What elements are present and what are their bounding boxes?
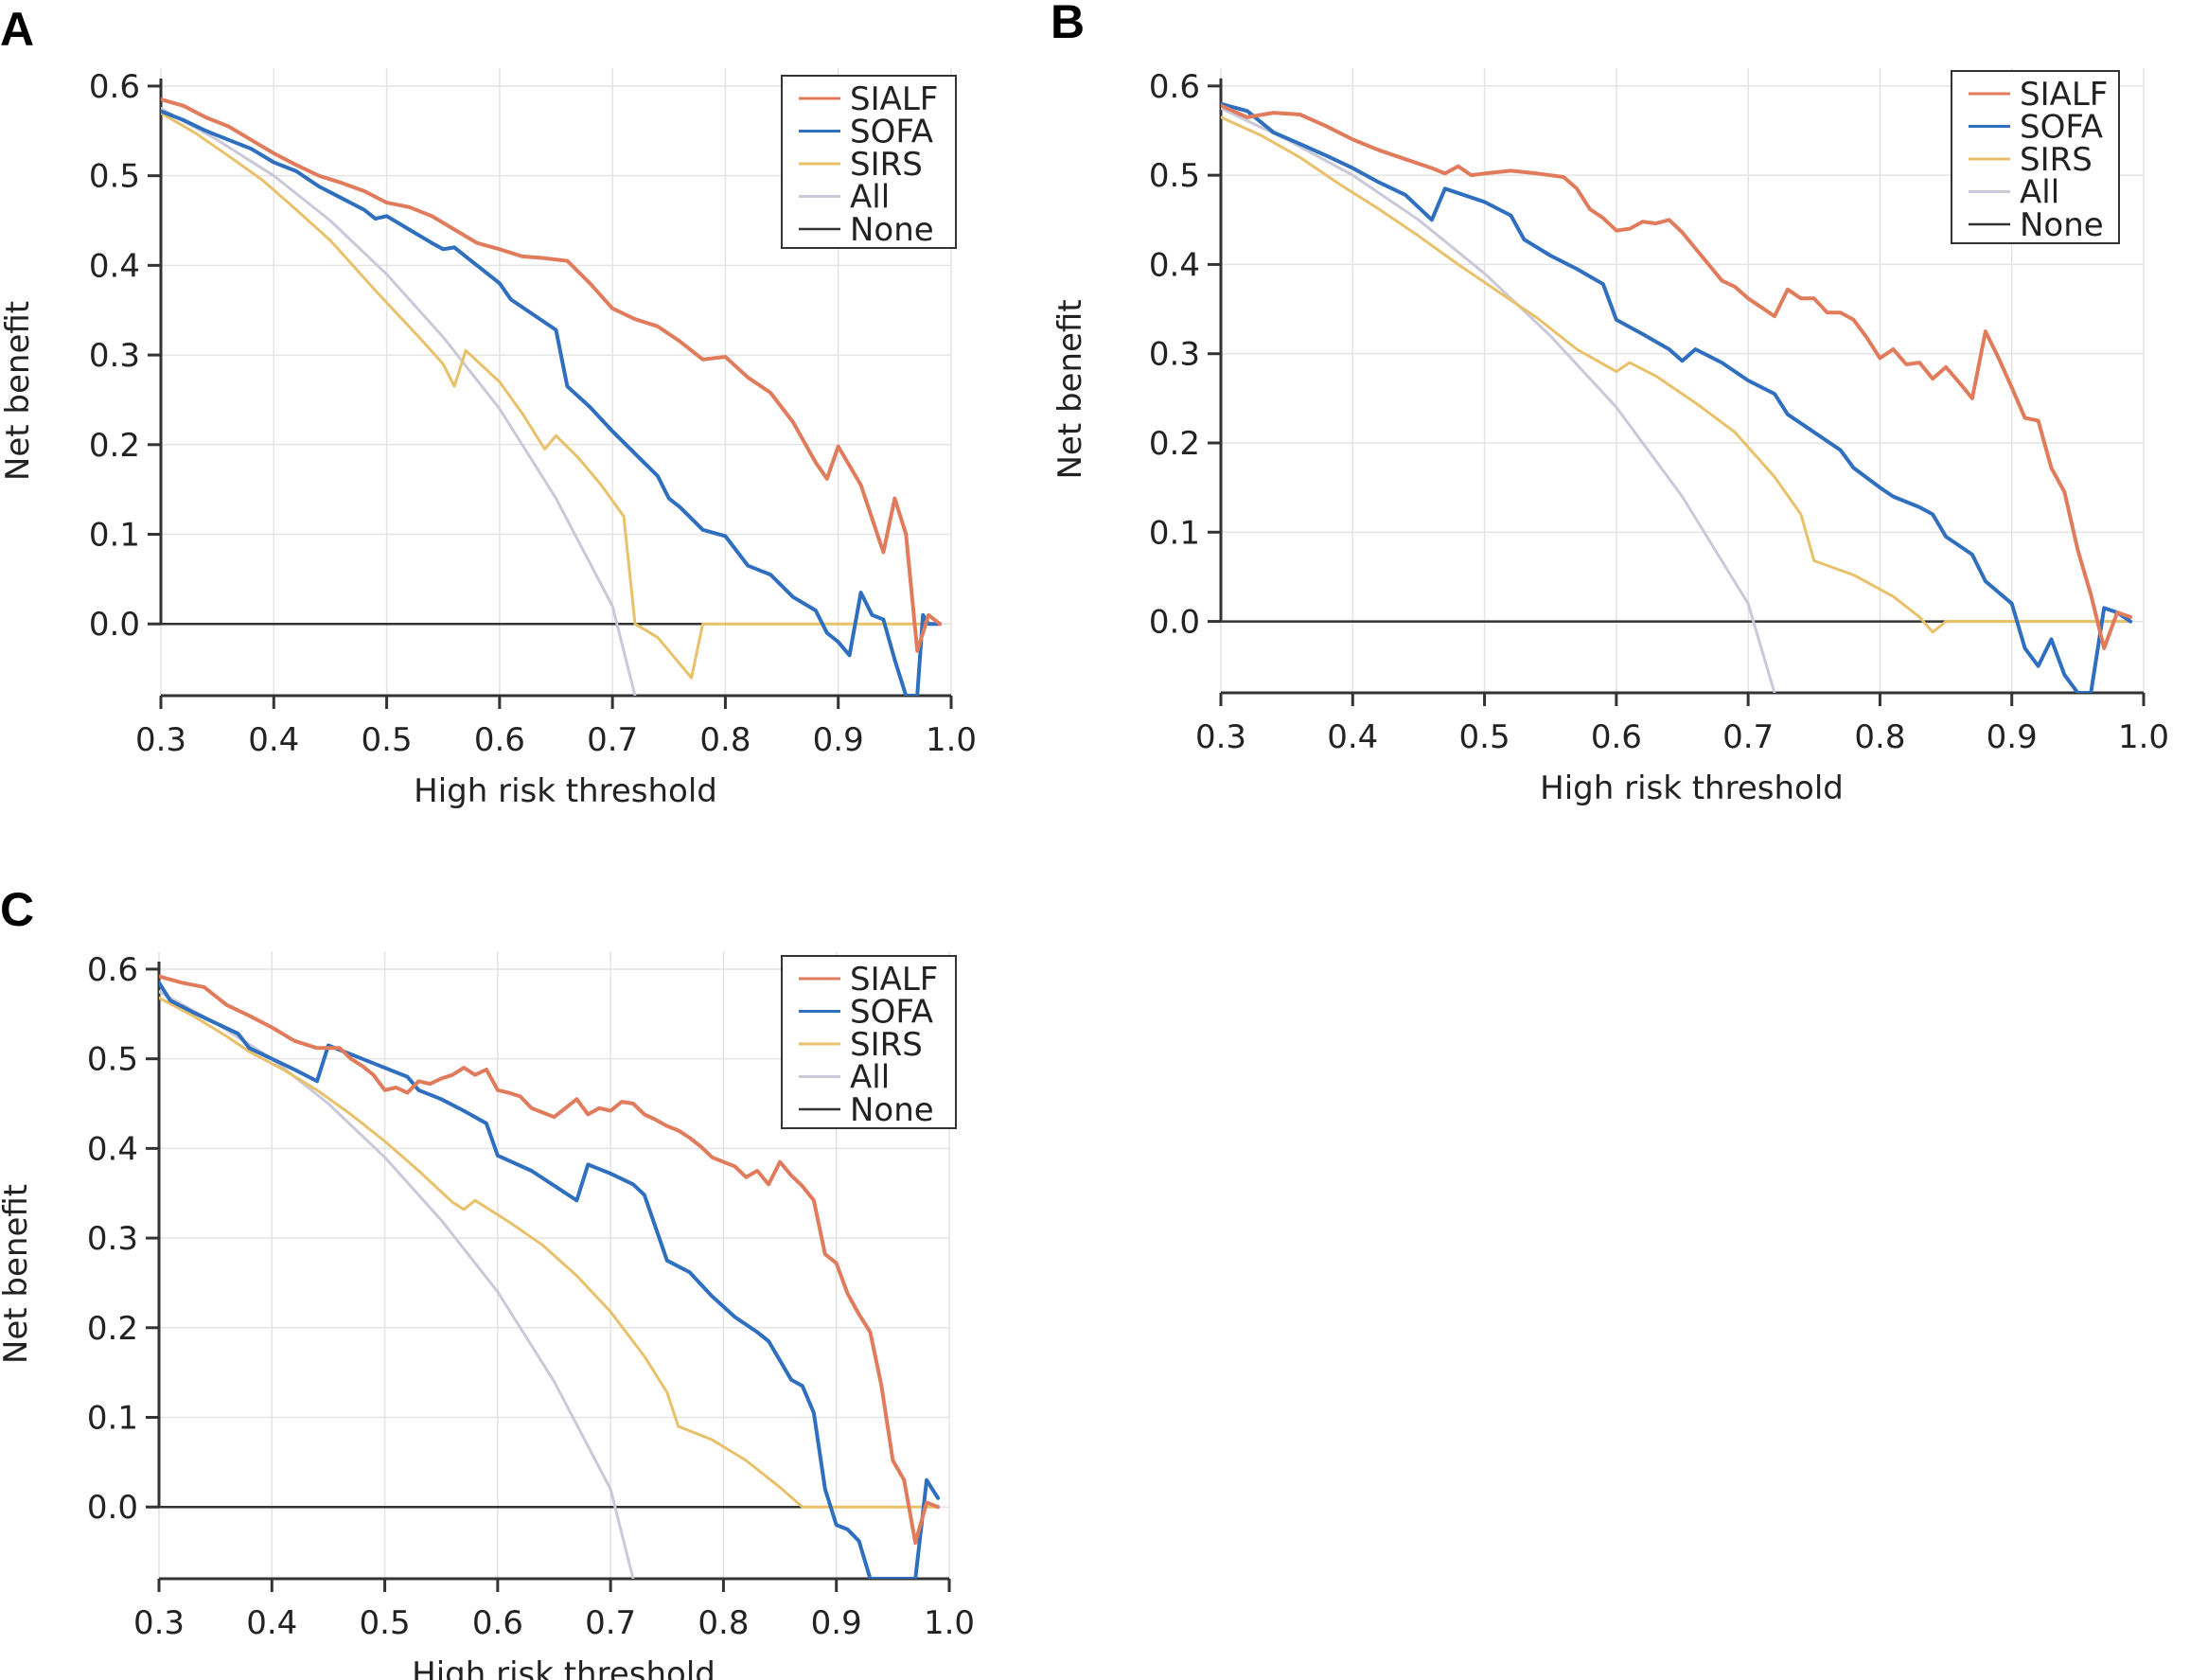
x-tick-label: 0.9	[1987, 718, 2038, 756]
series-line-sofa	[1221, 101, 2133, 693]
x-axis-title: High risk threshold	[414, 772, 717, 810]
x-tick-label: 0.7	[587, 721, 638, 759]
panel-a: A 0.3 0.4 0.5 0.6 0.7 0.8 0.9 1.0 0.0 0.1 0.2 0.3 0.4…	[0, 3, 977, 810]
x-axis-title: High risk threshold	[1540, 769, 1844, 807]
x-tick-label: 0.4	[1327, 718, 1378, 756]
x-tick-label: 0.6	[472, 1604, 523, 1642]
x-tick-label: 0.7	[1722, 718, 1774, 756]
y-tick-label: 0.3	[87, 1220, 138, 1258]
x-tick-label: 0.8	[1854, 718, 1905, 756]
y-tick-label: 0.2	[89, 427, 140, 465]
legend-label-sofa: SOFA	[850, 994, 933, 1032]
y-tick-label: 0.4	[87, 1130, 138, 1168]
y-tick-label: 0.5	[89, 158, 140, 196]
y-tick-label: 0.3	[1149, 336, 1200, 374]
legend-label-all: All	[850, 1059, 890, 1097]
x-tick-label: 0.9	[811, 1604, 862, 1642]
y-tick-label: 0.0	[89, 606, 140, 644]
series-line-sialf	[161, 97, 943, 653]
legend-label-none: None	[2020, 206, 2104, 244]
x-tick-label: 0.6	[474, 721, 525, 759]
x-tick-label: 0.3	[133, 1604, 185, 1642]
series-line-sialf	[1221, 103, 2133, 650]
panel-c: C 0.3 0.4 0.5 0.6 0.7 0.8 0.9 1.0 0.0 0.1 0.2 0.3 0.4…	[0, 883, 975, 1680]
legend-label-sirs: SIRS	[2020, 141, 2093, 179]
x-tick-label: 0.8	[698, 1604, 749, 1642]
x-tick-label: 0.4	[248, 721, 299, 759]
legend-label-sirs: SIRS	[850, 146, 923, 184]
x-tick-label: 0.5	[362, 721, 413, 759]
legend-label-sialf: SIALF	[850, 80, 938, 118]
y-tick-label: 0.4	[89, 247, 140, 285]
legend-label-none: None	[850, 211, 934, 249]
panel-b: B 0.3 0.4 0.5 0.6 0.7 0.8 0.9 1.0 0.0 0.1 0.2 0.3 0.4…	[1051, 0, 2169, 807]
y-tick-label: 0.0	[87, 1489, 138, 1527]
series-line-sirs	[1221, 115, 2132, 634]
x-tick-label: 0.5	[360, 1604, 411, 1642]
y-tick-label: 0.6	[1149, 68, 1200, 106]
legend-label-all: All	[2020, 174, 2059, 212]
x-tick-label: 0.6	[1591, 718, 1642, 756]
y-tick-label: 0.1	[89, 517, 140, 555]
y-tick-label: 0.6	[87, 951, 138, 989]
legend-label-all: All	[850, 179, 890, 217]
x-tick-label: 0.9	[813, 721, 864, 759]
series-line-sialf	[159, 974, 941, 1546]
y-tick-label: 0.0	[1149, 604, 1200, 642]
legend-label-sialf: SIALF	[2020, 76, 2108, 114]
series-line-sofa	[159, 981, 941, 1579]
y-tick-label: 0.2	[1149, 425, 1200, 463]
plot-lines	[1221, 101, 2133, 693]
panel-letter: A	[0, 3, 34, 56]
panel-letter: C	[0, 883, 34, 936]
legend-label-sofa: SOFA	[850, 114, 933, 151]
x-tick-label: 0.8	[699, 721, 751, 759]
x-tick-label: 1.0	[2118, 718, 2169, 756]
y-axis-title: Net benefit	[0, 301, 37, 481]
plot-lines	[159, 974, 941, 1579]
y-tick-label: 0.5	[1149, 157, 1200, 195]
series-line-all	[159, 990, 635, 1579]
x-tick-label: 1.0	[926, 721, 977, 759]
x-tick-label: 0.3	[1195, 718, 1246, 756]
series-line-all	[161, 107, 637, 696]
legend-label-sofa: SOFA	[2020, 109, 2103, 147]
plot-lines	[161, 97, 943, 696]
legend-label-sialf: SIALF	[850, 961, 938, 999]
series-line-sirs	[161, 111, 942, 680]
y-axis-title: Net benefit	[1051, 299, 1089, 479]
x-tick-label: 0.7	[585, 1604, 636, 1642]
series-line-sirs	[159, 996, 940, 1509]
legend-box	[781, 75, 957, 249]
y-tick-label: 0.6	[89, 68, 140, 106]
y-tick-label: 0.1	[87, 1400, 138, 1438]
y-tick-label: 0.3	[89, 337, 140, 375]
y-tick-label: 0.2	[87, 1310, 138, 1348]
legend-box	[781, 955, 957, 1129]
legend-box	[1951, 70, 2120, 244]
legend-label-sirs: SIRS	[850, 1026, 923, 1064]
x-tick-label: 0.5	[1459, 718, 1510, 756]
x-axis-title: High risk threshold	[412, 1655, 715, 1680]
x-tick-label: 1.0	[924, 1604, 975, 1642]
y-tick-label: 0.1	[1149, 514, 1200, 552]
x-tick-label: 0.3	[135, 721, 186, 759]
y-axis-title: Net benefit	[0, 1184, 35, 1364]
y-tick-label: 0.5	[87, 1041, 138, 1079]
series-line-sofa	[161, 109, 943, 696]
x-tick-label: 0.4	[246, 1604, 297, 1642]
panel-letter: B	[1051, 0, 1085, 48]
y-tick-label: 0.4	[1149, 246, 1200, 284]
legend-label-none: None	[850, 1091, 934, 1129]
